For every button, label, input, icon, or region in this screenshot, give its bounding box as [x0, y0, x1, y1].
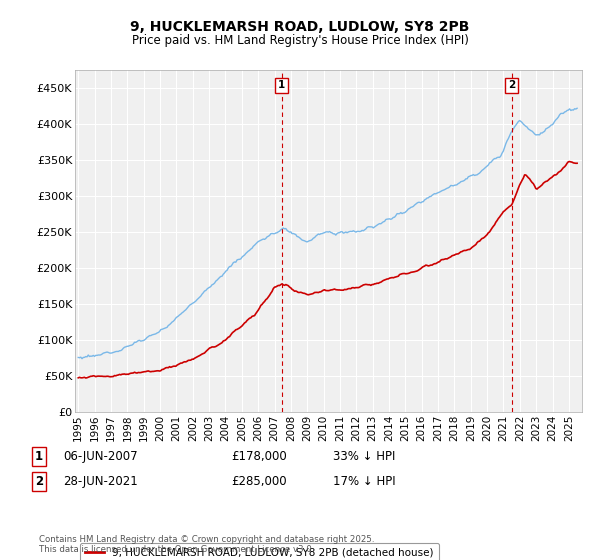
- Text: 06-JUN-2007: 06-JUN-2007: [63, 450, 137, 463]
- Text: 1: 1: [35, 450, 43, 463]
- Text: £285,000: £285,000: [231, 475, 287, 488]
- Text: 17% ↓ HPI: 17% ↓ HPI: [333, 475, 395, 488]
- Text: 33% ↓ HPI: 33% ↓ HPI: [333, 450, 395, 463]
- Text: 9, HUCKLEMARSH ROAD, LUDLOW, SY8 2PB: 9, HUCKLEMARSH ROAD, LUDLOW, SY8 2PB: [130, 20, 470, 34]
- Text: 1: 1: [278, 81, 285, 90]
- Text: 2: 2: [35, 475, 43, 488]
- Text: 28-JUN-2021: 28-JUN-2021: [63, 475, 138, 488]
- Text: £178,000: £178,000: [231, 450, 287, 463]
- Text: Contains HM Land Registry data © Crown copyright and database right 2025.
This d: Contains HM Land Registry data © Crown c…: [39, 535, 374, 554]
- Text: 2: 2: [508, 81, 515, 90]
- Legend: 9, HUCKLEMARSH ROAD, LUDLOW, SY8 2PB (detached house), HPI: Average price, detac: 9, HUCKLEMARSH ROAD, LUDLOW, SY8 2PB (de…: [80, 543, 439, 560]
- Text: Price paid vs. HM Land Registry's House Price Index (HPI): Price paid vs. HM Land Registry's House …: [131, 34, 469, 46]
